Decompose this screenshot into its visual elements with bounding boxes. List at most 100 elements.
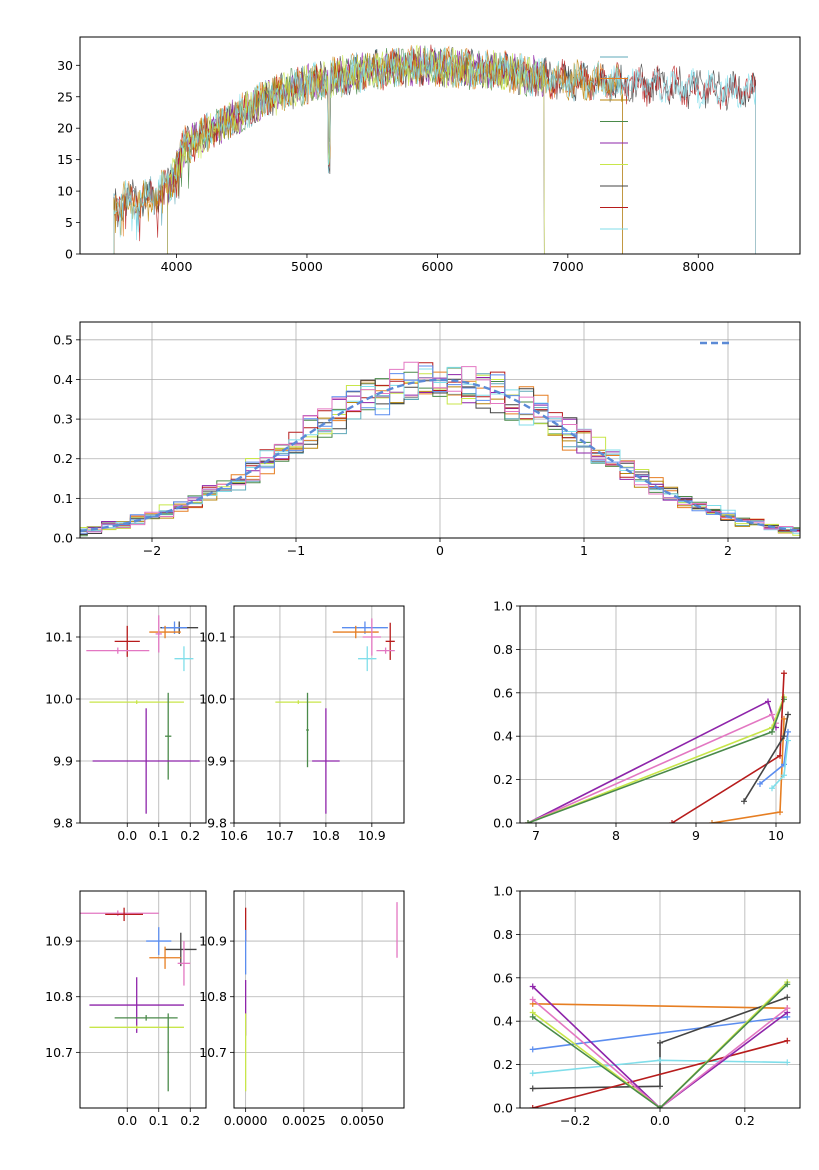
data-point bbox=[149, 625, 181, 639]
point-marker bbox=[785, 711, 791, 718]
histogram-salpeter_miles bbox=[80, 371, 800, 535]
y-tick-label: 0.4 bbox=[493, 729, 513, 744]
chart-mass-age: 10.6 10.7 10.8 10.9 9.8 9.9 10.0 10.1 bbox=[199, 605, 405, 844]
x-tick-label: 9 bbox=[692, 828, 700, 843]
y-tick-label: 0 bbox=[65, 247, 73, 262]
data-point bbox=[362, 618, 382, 656]
x-tick-label: 0.0000 bbox=[224, 1113, 268, 1128]
axes-frame bbox=[79, 321, 801, 539]
point-marker bbox=[769, 785, 775, 792]
y-tick-label: 30 bbox=[57, 58, 73, 73]
y-tick-label: 0.8 bbox=[493, 642, 513, 657]
y-tick-label: 20 bbox=[57, 121, 73, 136]
point-marker bbox=[657, 1105, 663, 1108]
y-tick-label: 9.8 bbox=[53, 816, 73, 831]
tick-labels: 7 8 9 10 0.0 0.2 0.4 0.6 0.8 1.0 bbox=[493, 599, 784, 844]
x-tick-label: 0.1 bbox=[149, 828, 169, 843]
series-line-salpeter_miles bbox=[711, 718, 785, 823]
y-tick-label: 1.0 bbox=[493, 884, 513, 899]
data-point bbox=[312, 708, 340, 814]
normal-curve bbox=[80, 378, 800, 533]
x-tick-label: 10.7 bbox=[266, 828, 294, 843]
point-marker bbox=[757, 780, 763, 787]
x-tick-label: 0 bbox=[436, 543, 444, 558]
x-tick-label: 0.1 bbox=[149, 1113, 169, 1128]
x-tick-label: 10.6 bbox=[220, 828, 248, 843]
y-tick-label: 5 bbox=[65, 215, 73, 230]
data-point bbox=[165, 932, 197, 967]
y-tick-label: 0.1 bbox=[53, 491, 73, 506]
data-point bbox=[358, 646, 377, 672]
x-tick-label: 7000 bbox=[552, 259, 584, 274]
point-marker bbox=[529, 1013, 536, 1020]
x-tick-label: 0.0 bbox=[117, 1113, 137, 1128]
x-tick-label: 5000 bbox=[291, 259, 323, 274]
y-tick-label: 0.4 bbox=[493, 1014, 513, 1029]
data-point bbox=[167, 1013, 170, 1092]
legend bbox=[600, 56, 628, 230]
y-tick-label: 0.2 bbox=[53, 451, 73, 466]
plot-area bbox=[529, 979, 791, 1108]
x-tick-label: 4000 bbox=[161, 259, 193, 274]
plot-area bbox=[275, 618, 395, 814]
data-point bbox=[376, 647, 395, 654]
x-tick-label: 10.9 bbox=[358, 828, 386, 843]
chart-ebv-mass: 0.0000 0.0025 0.0050 10.7 10.8 10.9 bbox=[199, 890, 405, 1128]
y-tick-label: 15 bbox=[57, 152, 73, 167]
histogram-salpeter_stelib bbox=[80, 362, 800, 532]
point-marker bbox=[529, 1085, 536, 1092]
x-tick-label: 0.2 bbox=[180, 1113, 200, 1128]
point-marker bbox=[657, 1057, 663, 1064]
y-tick-label: 0.8 bbox=[493, 927, 513, 942]
point-marker bbox=[769, 728, 775, 735]
y-tick-label: 10.9 bbox=[199, 934, 227, 949]
point-marker bbox=[769, 711, 775, 718]
y-tick-label: 9.8 bbox=[207, 816, 227, 831]
plot-area bbox=[80, 361, 800, 537]
x-tick-label: 6000 bbox=[421, 259, 453, 274]
data-point bbox=[89, 977, 184, 1033]
point-marker bbox=[741, 798, 747, 805]
x-tick-label: 0.2 bbox=[180, 828, 200, 843]
data-point bbox=[89, 1025, 184, 1029]
tick-labels: −2 −1 0 1 2 0.0 0.1 0.2 0.3 0.4 0.5 bbox=[53, 332, 732, 558]
series-line-salpeter_elodie bbox=[532, 985, 788, 1108]
plot-area bbox=[80, 907, 197, 1092]
tick-labels: 10.6 10.7 10.8 10.9 9.8 9.9 10.0 10.1 bbox=[199, 630, 386, 844]
point-marker bbox=[669, 820, 675, 823]
x-tick-label: 0.0025 bbox=[282, 1113, 326, 1128]
series-line-salpeter_stelib bbox=[532, 1039, 788, 1108]
y-tick-label: 9.9 bbox=[53, 754, 73, 769]
data-point bbox=[177, 941, 191, 986]
plot-area bbox=[86, 615, 200, 814]
grid bbox=[520, 605, 800, 824]
data-point bbox=[165, 692, 172, 780]
x-tick-label: −2 bbox=[143, 543, 161, 558]
axes-frame bbox=[79, 890, 207, 1109]
axes-frame bbox=[519, 890, 801, 1109]
y-tick-label: 0.4 bbox=[53, 372, 73, 387]
tick-labels: 0.0 0.1 0.2 10.7 10.8 10.9 bbox=[45, 934, 200, 1128]
point-marker bbox=[785, 728, 791, 735]
axes-frame bbox=[233, 890, 405, 1109]
histogram-extra_pink bbox=[80, 361, 800, 533]
grid bbox=[233, 606, 404, 824]
y-tick-label: 1.0 bbox=[493, 599, 513, 614]
y-tick-label: 10.0 bbox=[45, 692, 73, 707]
data-point bbox=[149, 946, 181, 969]
tick-labels: 0.0 0.1 0.2 9.8 9.9 10.0 10.1 bbox=[45, 630, 200, 844]
point-marker bbox=[529, 996, 536, 1003]
axes-frame bbox=[519, 605, 801, 824]
y-tick-label: 10 bbox=[57, 184, 73, 199]
y-tick-label: 0.2 bbox=[493, 772, 513, 787]
point-marker bbox=[785, 737, 791, 744]
data-point bbox=[92, 708, 200, 814]
point-marker bbox=[784, 1005, 791, 1012]
x-tick-label: 10.8 bbox=[312, 828, 340, 843]
y-tick-label: 10.1 bbox=[199, 630, 227, 645]
y-tick-label: 0.6 bbox=[493, 685, 513, 700]
x-tick-label: 0.0 bbox=[650, 1113, 670, 1128]
x-tick-label: 2 bbox=[724, 543, 732, 558]
series-line-extra_pink bbox=[527, 713, 777, 823]
